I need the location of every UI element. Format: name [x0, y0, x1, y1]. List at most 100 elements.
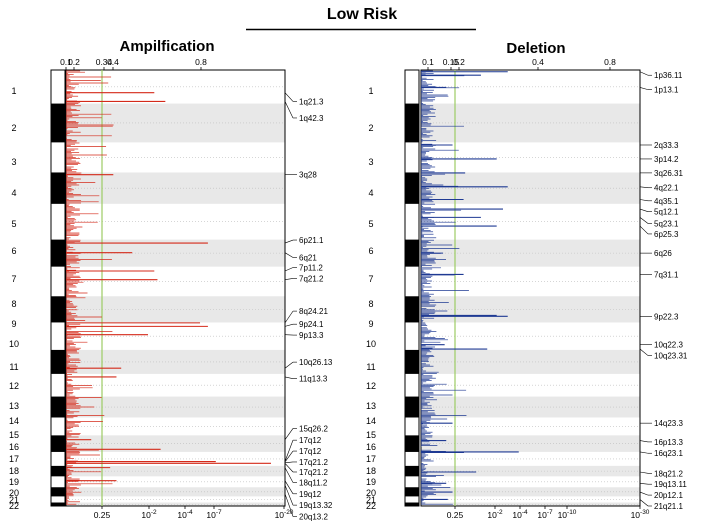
label-connector-6: [284, 278, 294, 281]
label-connector-14: [284, 450, 294, 463]
shaded-band-chr18: [421, 487, 640, 497]
chromosome-label-5: 5: [368, 219, 373, 229]
top-tick-label-0: 0.1: [422, 57, 434, 67]
cytoband-label-6q21: 6q21: [299, 253, 317, 262]
label-connector-19: [639, 483, 649, 485]
cytoband-label-3p14.2: 3p14.2: [654, 155, 679, 164]
chromosome-label-4: 4: [11, 188, 16, 198]
deletion-panel: 12345678910111213141516171819202122Delet…: [366, 40, 688, 520]
cytoband-label-10q22.3: 10q22.3: [654, 341, 683, 350]
ideogram-band-chr8: [405, 296, 419, 323]
top-tick-label-0: 0.1: [60, 57, 72, 67]
shaded-band-chr18: [66, 487, 285, 497]
chromosome-label-4: 4: [368, 188, 373, 198]
label-connector-13: [284, 440, 294, 462]
cytoband-label-8q24.21: 8q24.21: [299, 307, 328, 316]
cytoband-label-7q31.1: 7q31.1: [654, 270, 679, 279]
cytoband-label-17q12: 17q12: [299, 436, 322, 445]
cytoband-label-7q21.2: 7q21.2: [299, 274, 324, 283]
chromosome-label-1: 1: [368, 86, 373, 96]
label-connector-11: [284, 376, 294, 379]
cytoband-label-6p25.3: 6p25.3: [654, 230, 679, 239]
chromosome-label-6: 6: [368, 246, 373, 256]
cytoband-label-5q23.1: 5q23.1: [654, 219, 679, 228]
ideogram-band-chr16: [405, 465, 419, 477]
amplification-title: Ampilfication: [119, 38, 214, 55]
top-tick-label-1: 0.2: [68, 57, 80, 67]
top-tick-label-4: 0.8: [195, 57, 207, 67]
label-connector-8: [284, 323, 294, 327]
ideogram-band-chr10: [405, 349, 419, 374]
cytoband-label-14q23.3: 14q23.3: [654, 419, 683, 428]
ideogram-band-chr20: [405, 502, 419, 506]
cytoband-label-20p12.1: 20p12.1: [654, 491, 683, 500]
chromosome-label-15: 15: [366, 430, 376, 440]
ideogram-band-chr12: [405, 396, 419, 418]
top-tick-label-2: 0.34: [96, 57, 113, 67]
bottom-tick-label-1: 10-2: [487, 509, 503, 520]
chromosome-label-3: 3: [11, 157, 16, 167]
chromosome-label-9: 9: [368, 319, 373, 329]
ideogram-band-chr16: [51, 465, 65, 477]
chromosome-label-14: 14: [366, 416, 376, 426]
chromosome-label-7: 7: [11, 274, 16, 284]
ideogram-band-chr14: [51, 435, 65, 452]
shaded-band-chr12: [66, 396, 285, 418]
chromosome-label-15: 15: [9, 430, 19, 440]
label-connector-4: [284, 252, 294, 258]
cytoband-label-19q12: 19q12: [299, 490, 322, 499]
chromosome-label-22: 22: [366, 501, 376, 511]
cytoband-label-11q13.3: 11q13.3: [299, 375, 328, 384]
label-connector-7: [284, 310, 294, 324]
chromosome-label-21: 21: [9, 495, 19, 505]
top-tick-label-4: 0.8: [604, 57, 616, 67]
label-connector-1: [639, 87, 649, 90]
ideogram-band-chr6: [51, 239, 65, 267]
chromosome-label-8: 8: [368, 299, 373, 309]
top-tick-label-3: 0.4: [532, 57, 544, 67]
cytoband-label-3q28: 3q28: [299, 171, 317, 180]
cytoband-label-1p36.11: 1p36.11: [654, 71, 683, 80]
shaded-band-chr16: [66, 465, 285, 477]
label-connector-5: [639, 186, 649, 189]
ideogram-band-chr2: [405, 103, 419, 143]
chromosome-label-12: 12: [9, 381, 19, 391]
label-connector-18: [639, 471, 649, 474]
chromosome-label-18: 18: [9, 466, 19, 476]
chromosome-label-5: 5: [11, 219, 16, 229]
label-connector-20: [639, 491, 649, 496]
cytoband-label-4q22.1: 4q22.1: [654, 184, 679, 193]
label-connector-15: [284, 461, 294, 464]
chromosome-label-16: 16: [9, 442, 19, 452]
chromosome-label-19: 19: [366, 477, 376, 487]
chromosome-label-6: 6: [11, 246, 16, 256]
label-connector-8: [639, 217, 649, 224]
deletion-title: Deletion: [506, 40, 565, 57]
bottom-tick-label-4: 10-20: [275, 509, 294, 520]
chromosome-label-10: 10: [9, 339, 19, 349]
bottom-tick-label-5: 10-30: [631, 509, 650, 520]
ideogram-band-chr18: [405, 487, 419, 497]
shaded-band-chr20: [66, 502, 285, 506]
cytoband-label-18q11.2: 18q11.2: [299, 478, 328, 487]
chromosome-label-12: 12: [366, 381, 376, 391]
top-tick-label-1: 0.15: [443, 57, 460, 67]
cytoband-label-4q35.1: 4q35.1: [654, 197, 679, 206]
chromosome-label-13: 13: [9, 401, 19, 411]
ideogram-band-chr4: [51, 172, 65, 204]
bottom-tick-label-4: 10-10: [558, 509, 577, 520]
chromosome-label-20: 20: [366, 488, 376, 498]
shaded-band-chr20: [421, 502, 640, 506]
ideogram-band-chr2: [51, 103, 65, 143]
cytoband-label-16q23.1: 16q23.1: [654, 449, 683, 458]
cytoband-label-6q26: 6q26: [654, 249, 672, 258]
chromosome-label-1: 1: [11, 86, 16, 96]
cytoband-label-16p13.3: 16p13.3: [654, 438, 683, 447]
chromosome-label-20: 20: [9, 488, 19, 498]
cytoband-label-9p24.1: 9p24.1: [299, 320, 324, 329]
ideogram-band-chr4: [405, 172, 419, 204]
cytoband-label-9p13.3: 9p13.3: [299, 331, 324, 340]
shaded-band-chr14: [66, 435, 285, 452]
chromosome-label-16: 16: [366, 442, 376, 452]
